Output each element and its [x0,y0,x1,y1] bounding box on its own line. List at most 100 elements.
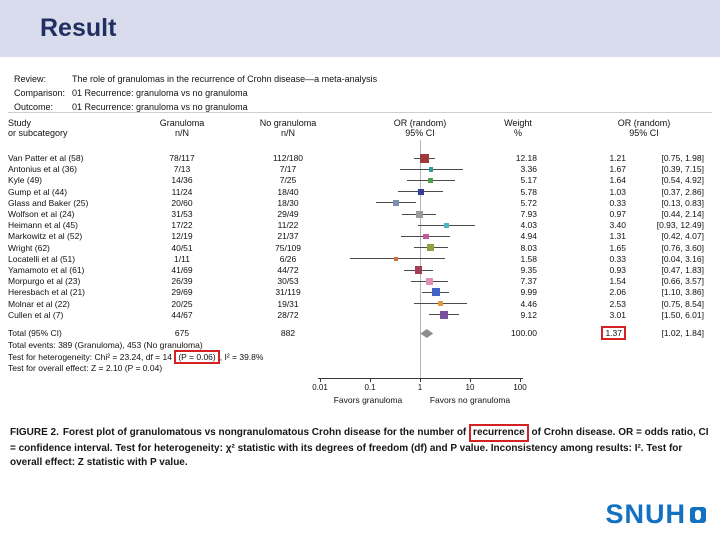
no-granuloma-count: 19/31 [277,298,299,309]
figure-caption-text-2: of Crohn disease. OR = odds ratio, CI = … [10,427,709,468]
or-value: 0.97 [609,209,626,219]
ci-value: [0.44, 2.14] [661,209,704,219]
total-weight: 100.00 [511,328,537,338]
ci-value: [0.47, 1.83] [661,265,704,275]
no-granuloma-count: 30/53 [277,276,299,287]
col-study-sub: or subcategory [8,128,68,138]
heterogeneity-post: , I² = 39.8% [219,352,264,362]
weight-value: 4.03 [520,220,537,231]
weight-value: 9.35 [520,265,537,275]
no-granuloma-count: 18/30 [277,197,299,208]
weight-value: 9.99 [520,287,537,298]
comparison-label: Comparison: [14,88,66,98]
granuloma-count: 1/11 [174,253,190,264]
weight-value: 12.18 [515,153,537,163]
granuloma-count: 20/25 [171,298,193,309]
granuloma-count: 12/19 [171,231,193,242]
or-marker [440,311,448,319]
col-study: Study [8,118,32,128]
slide-title: Result [40,14,117,42]
or-marker [431,288,440,297]
review-label: Review: [14,74,47,84]
heterogeneity-p-highlight: (P = 0.06) [174,350,220,364]
or-value: 1.54 [609,276,626,287]
or-value: 0.33 [609,197,626,208]
no-granuloma-count: 112/180 [272,153,304,163]
study-name: Markowitz et al (52) [8,231,83,242]
weight-value: 8.03 [520,242,537,253]
granuloma-count: 78/117 [169,153,195,163]
or-value: 1.64 [609,175,626,186]
unity-line [420,140,421,379]
or-value: 1.21 [609,153,626,163]
granuloma-count: 31/53 [171,209,193,219]
col-weight: Weight [504,118,532,128]
granuloma-count: 20/60 [171,197,193,208]
or-value: 2.53 [609,298,626,309]
or-marker [414,266,423,274]
col-or-plot: OR (random) [393,118,447,128]
total-no-granuloma-n: 882 [280,328,296,338]
comparison-line: Comparison: 01 Recurrence: granuloma vs n… [14,88,248,98]
or-marker [415,210,423,218]
weight-value: 3.36 [520,164,537,175]
axis-tick-label: 0.1 [364,383,376,392]
or-value: 1.03 [609,186,626,197]
weight-value: 7.93 [520,209,537,219]
snuh-logo: SNUH [605,499,706,530]
or-value: 0.93 [609,265,626,275]
no-granuloma-count: 28/72 [277,309,299,320]
weight-value: 7.37 [520,276,537,287]
granuloma-count: 11/24 [171,186,193,197]
granuloma-count: 29/69 [171,287,193,298]
weight-value: 9.12 [520,309,537,320]
total-events: Total events: 389 (Granuloma), 453 (No g… [8,340,203,350]
col-granuloma: Granuloma [159,118,205,128]
study-name: Heresbach et al (21) [8,287,86,298]
divider-line [8,112,712,113]
or-marker [394,256,398,261]
favors-left-label: Favors granuloma [333,395,403,405]
ci-value: [0.66, 3.57] [661,276,704,287]
or-marker [393,199,399,206]
heterogeneity-test: Test for heterogeneity: Chi² = 23.24, df… [8,350,263,364]
study-name: Molnar et al (22) [8,298,70,309]
study-name: Gump et al (44) [8,186,68,197]
ci-value: [0.54, 4.92] [661,175,704,186]
granuloma-count: 14/36 [171,175,193,186]
ci-value: [0.04, 3.16] [661,253,704,264]
axis-tick-label: 0.01 [312,383,328,392]
weight-value: 4.46 [520,298,537,309]
no-granuloma-count: 29/49 [277,209,299,219]
study-name: Cullen et al (7) [8,309,64,320]
or-value: 1.31 [609,231,626,242]
heterogeneity-pre: Test for heterogeneity: Chi² = 23.24, df… [8,352,175,362]
axis-tick-label: 1 [417,383,423,392]
slide-title-band: Result [0,0,720,57]
or-value: 1.67 [609,164,626,175]
overall-effect-test: Test for overall effect: Z = 2.10 (P = 0… [8,363,163,373]
ci-value: [0.42, 4.07] [661,231,704,242]
total-diamond [420,329,434,338]
ci-value: [0.93, 12.49] [656,220,704,231]
or-marker [427,177,434,184]
axis-tick [520,378,521,382]
outcome-line: Outcome: 01 Recurrence: granuloma vs no g… [14,102,248,112]
favors-right-label: Favors no granuloma [429,395,511,405]
or-value: 3.01 [609,309,626,320]
axis-tick [470,378,471,382]
study-name: Antonius et al (36) [8,164,77,175]
or-value: 2.06 [609,287,626,298]
study-name: Locatelli et al (51) [8,253,76,264]
axis-tick [420,378,421,382]
or-marker [417,188,424,195]
col-or-plot-ci: 95% CI [405,128,435,138]
granuloma-count: 17/22 [171,220,193,231]
study-name: Yamamoto et al (61) [8,265,85,275]
weight-value: 5.72 [520,197,537,208]
review-text: The role of granulomas in the recurrence… [72,74,378,84]
col-weight-pct: % [513,128,522,138]
no-granuloma-count: 7/25 [279,175,297,186]
or-value: 3.40 [609,220,626,231]
